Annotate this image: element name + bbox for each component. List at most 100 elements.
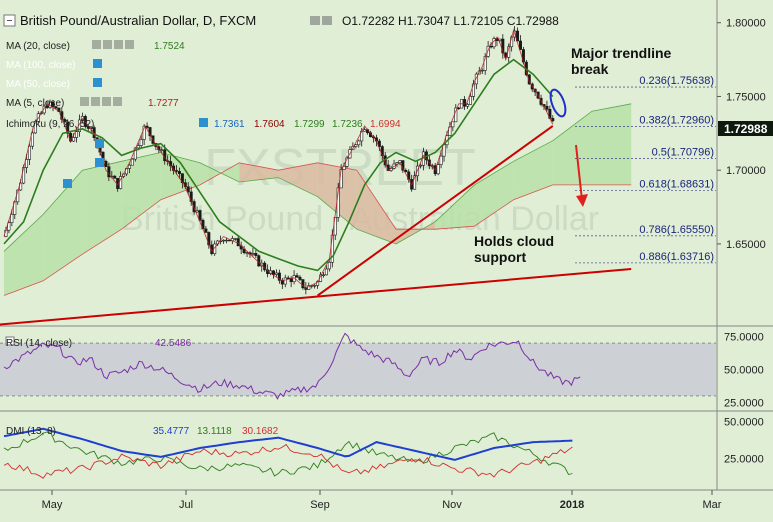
rsi-axis-label: 75.0000	[724, 332, 764, 344]
break-highlight-ellipse	[549, 88, 567, 118]
annotation-cloud-support-1: Holds cloud	[474, 233, 554, 249]
ma5-visibility-icon[interactable]	[80, 97, 89, 106]
candle-body	[301, 279, 305, 289]
time-axis-label: 2018	[560, 499, 584, 511]
ichimoku-cloud	[3, 103, 632, 296]
candle-body	[295, 275, 299, 278]
price-axis-label: 1.75000	[726, 91, 766, 103]
candle-body	[160, 149, 164, 151]
fib-level-label: 0.382(1.72960)	[639, 115, 714, 127]
dmi-panel: 50.0000 25.0000	[3, 416, 764, 479]
header-toolbar[interactable]	[310, 16, 332, 25]
candle-body	[113, 175, 117, 179]
ma20-visibility-icon[interactable]	[92, 40, 101, 49]
legend-ichimoku-tenkan: 1.7361	[214, 119, 245, 130]
dmi-line	[3, 427, 573, 461]
candle-body	[257, 255, 261, 267]
fibonacci-levels: 0.236(1.75638) 0.382(1.72960) 0.5(1.70796)…	[575, 75, 716, 264]
cloud-segment	[474, 161, 514, 227]
candle-body	[186, 186, 190, 193]
ma20-close-icon[interactable]	[125, 40, 134, 49]
toolbar-settings-icon[interactable]	[322, 16, 332, 25]
ichimoku-visibility-icon[interactable]	[199, 118, 208, 127]
rsi-value: 42.5486	[155, 338, 192, 349]
candle-body	[30, 132, 34, 147]
candle-body	[480, 69, 484, 72]
ma100-visibility-icon[interactable]	[93, 59, 102, 68]
legend-ma100-label: MA (100, close)	[6, 60, 75, 71]
candle-body	[321, 274, 325, 276]
candle-body	[227, 239, 231, 242]
time-axis-label: Sep	[310, 499, 330, 511]
candle-body	[42, 105, 46, 114]
candle-body	[198, 210, 202, 221]
ma5-add-icon[interactable]	[102, 97, 111, 106]
ma5-settings-icon[interactable]	[91, 97, 100, 106]
rsi-collapse-icon[interactable]	[5, 336, 15, 346]
legend-ichimoku-kijun: 1.7604	[254, 119, 285, 130]
candle-body	[501, 38, 505, 54]
price-axis-label: 1.80000	[726, 18, 766, 30]
candle-body	[177, 171, 181, 174]
cloud-segment	[200, 162, 240, 185]
candle-body	[72, 137, 76, 142]
dmi-minus-value: 30.1682	[242, 426, 279, 437]
ma20-settings-icon[interactable]	[103, 40, 112, 49]
time-axis-label: Mar	[703, 499, 722, 511]
candle-body	[245, 252, 249, 254]
trendlines	[0, 125, 632, 326]
time-axis: May Jul Sep Nov 2018 Mar	[42, 490, 722, 511]
legend-ma5-label: MA (5, close)	[6, 98, 64, 109]
cloud-segment	[278, 162, 318, 197]
legend-ma20-controls[interactable]	[92, 40, 134, 49]
chart-header: British Pound/Australian Dollar, D, FXCM…	[3, 13, 559, 28]
candle-body	[204, 228, 208, 233]
candle-body	[222, 239, 226, 242]
price-axis-label: 1.70000	[726, 165, 766, 177]
legend-ma50-label: MA (50, close)	[6, 79, 70, 90]
overlay-visibility-icon[interactable]	[95, 139, 104, 148]
candle-body	[298, 276, 302, 280]
legend-ma5-controls[interactable]	[80, 97, 122, 106]
candle-body	[136, 145, 140, 149]
rsi-axis-label: 50.0000	[724, 365, 764, 377]
candle-body	[377, 140, 381, 147]
candle-body	[271, 270, 275, 275]
dmi-line	[3, 443, 573, 479]
candle-body	[451, 121, 455, 128]
candle-body	[195, 210, 199, 213]
ma5-close-icon[interactable]	[113, 97, 122, 106]
candle-body	[251, 253, 255, 255]
cloud-segment	[82, 161, 122, 255]
fib-level-label: 0.5(1.70796)	[652, 146, 714, 158]
current-price-value: 1.72988	[724, 122, 768, 136]
ma20-add-icon[interactable]	[114, 40, 123, 49]
candle-body	[527, 74, 531, 85]
dmi-label: DMI (13, 8)	[6, 426, 56, 437]
candle-body	[224, 239, 228, 242]
moving-averages	[3, 28, 554, 289]
overlay-visibility-icon[interactable]	[63, 179, 72, 188]
legend-ichimoku-span-a: 1.7236	[332, 119, 363, 130]
overlay-visibility-icon[interactable]	[95, 158, 104, 167]
toolbar-eye-icon[interactable]	[310, 16, 320, 25]
annotation-cloud-support-2: support	[474, 249, 526, 265]
cloud-segment	[239, 162, 279, 182]
candle-body	[63, 119, 67, 123]
ma50-visibility-icon[interactable]	[93, 78, 102, 87]
current-price-tag: 1.72988	[718, 121, 773, 136]
candle-body	[357, 140, 361, 146]
candle-body	[413, 175, 417, 190]
candle-body	[45, 105, 49, 108]
legend-ichimoku-chikou: 1.7299	[294, 119, 325, 130]
candle-body	[463, 99, 467, 107]
candle-body	[518, 40, 522, 50]
rsi-panel: 75.0000 50.0000 25.0000	[0, 332, 764, 409]
trendline	[317, 125, 554, 297]
down-arrow-head	[576, 194, 588, 207]
legend-ichimoku-span-b: 1.6994	[370, 119, 401, 130]
candle-body	[545, 106, 549, 110]
candle-body	[439, 155, 443, 165]
